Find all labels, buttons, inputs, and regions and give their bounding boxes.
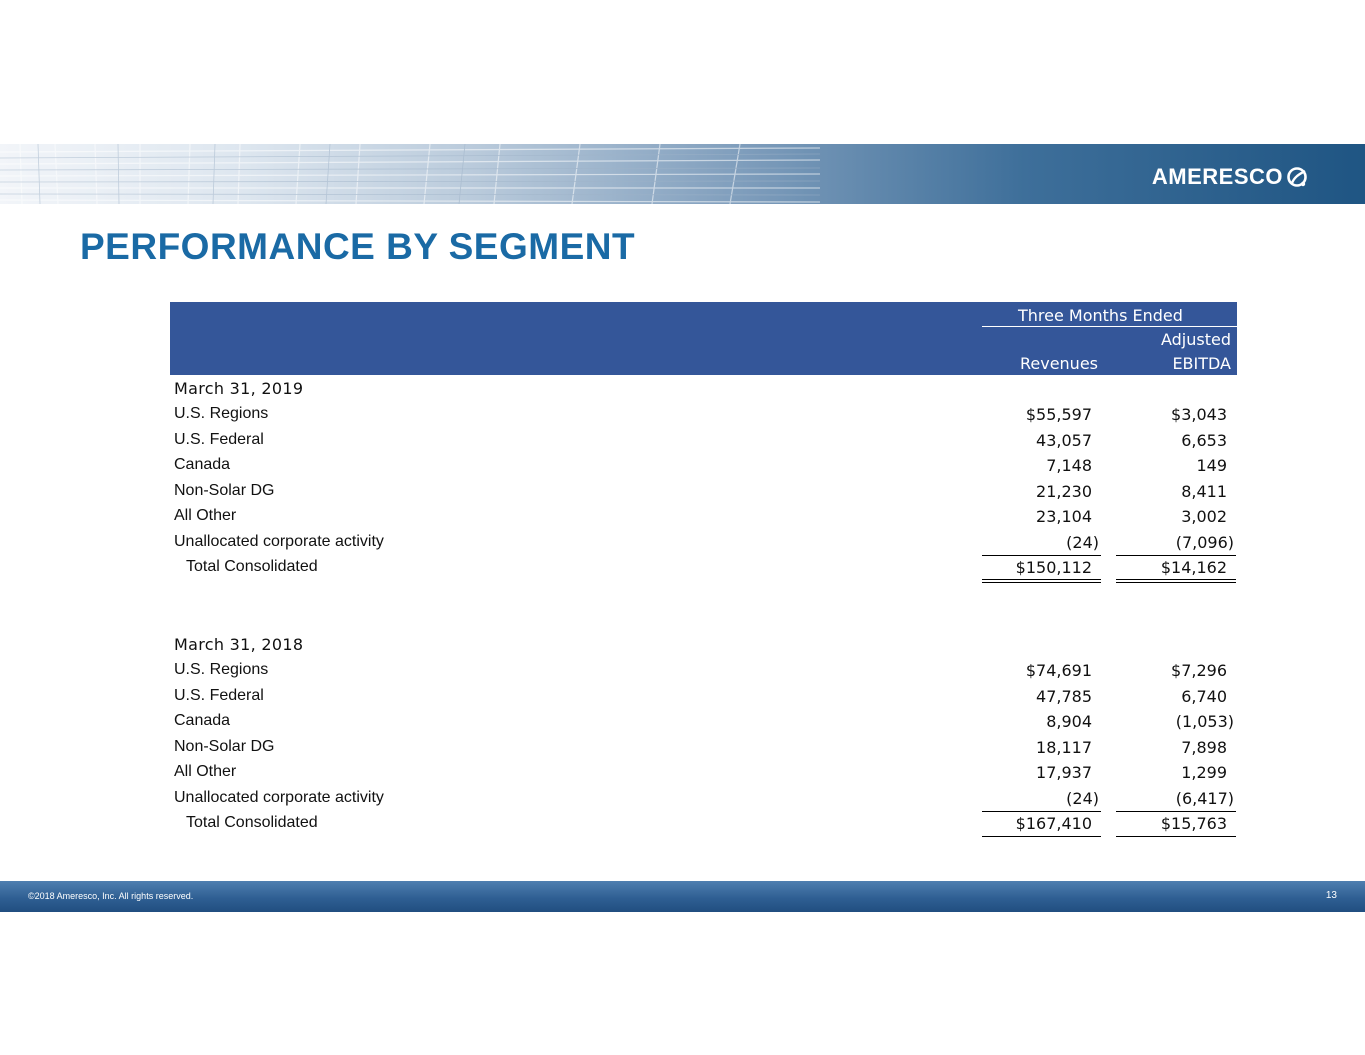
revenues-value: 8,904 bbox=[1046, 712, 1092, 731]
total-revenues-value: $150,112 bbox=[1015, 558, 1092, 577]
building-grid-graphic bbox=[0, 144, 820, 204]
segment-label: All Other bbox=[174, 507, 237, 524]
header-underline bbox=[982, 326, 1237, 327]
segment-label: Non-Solar DG bbox=[174, 482, 275, 499]
page-title: PERFORMANCE BY SEGMENT bbox=[80, 226, 636, 267]
globe-leaf-icon bbox=[1287, 167, 1307, 187]
segment-label: Unallocated corporate activity bbox=[174, 789, 384, 806]
total-label: Total Consolidated bbox=[186, 814, 318, 831]
revenues-value: (24) bbox=[1066, 533, 1099, 552]
subtotal-rule bbox=[982, 811, 1101, 812]
ebitda-value: 6,653 bbox=[1181, 431, 1227, 450]
subtotal-rule bbox=[982, 555, 1101, 556]
ebitda-value: 8,411 bbox=[1181, 482, 1227, 501]
segment-label: U.S. Federal bbox=[174, 687, 264, 704]
segment-label: All Other bbox=[174, 763, 237, 780]
header-banner: AMERESCO bbox=[0, 144, 1365, 204]
logo-text: AMERESCO bbox=[1151, 164, 1283, 189]
page-number: 13 bbox=[1325, 890, 1337, 901]
footer-bar: ©2018 Ameresco, Inc. All rights reserved… bbox=[0, 881, 1365, 912]
segment-label: Unallocated corporate activity bbox=[174, 533, 384, 550]
subtotal-rule bbox=[1116, 811, 1236, 812]
segment-label: Non-Solar DG bbox=[174, 738, 275, 755]
revenues-value: 17,937 bbox=[1036, 763, 1092, 782]
revenues-value: 21,230 bbox=[1036, 482, 1092, 501]
segment-label: Canada bbox=[174, 456, 231, 473]
section-label: March 31, 2018 bbox=[174, 635, 304, 654]
total-label: Total Consolidated bbox=[186, 558, 318, 575]
copyright-text: ©2018 Ameresco, Inc. All rights reserved… bbox=[28, 891, 194, 901]
revenues-value: $74,691 bbox=[1025, 661, 1092, 680]
ebitda-value: (7,096) bbox=[1175, 533, 1234, 552]
total-double-rule bbox=[1116, 582, 1236, 583]
period-header: Three Months Ended bbox=[1018, 306, 1183, 325]
ebitda-value: $7,296 bbox=[1171, 661, 1227, 680]
revenues-value: 18,117 bbox=[1036, 738, 1092, 757]
ebitda-value: 6,740 bbox=[1181, 687, 1227, 706]
ebitda-value: 149 bbox=[1196, 456, 1227, 475]
ameresco-logo: AMERESCO bbox=[1152, 164, 1309, 190]
total-double-rule bbox=[982, 579, 1101, 580]
revenues-value: 23,104 bbox=[1036, 507, 1092, 526]
total-rule bbox=[982, 836, 1101, 837]
ebitda-value: (6,417) bbox=[1175, 789, 1234, 808]
subtotal-rule bbox=[1116, 555, 1236, 556]
revenues-value: 43,057 bbox=[1036, 431, 1092, 450]
segment-label: U.S. Federal bbox=[174, 431, 264, 448]
ebitda-header-line2: EBITDA bbox=[1172, 354, 1231, 373]
total-revenues-value: $167,410 bbox=[1015, 814, 1092, 833]
ebitda-value: (1,053) bbox=[1175, 712, 1234, 731]
total-rule bbox=[1116, 836, 1236, 837]
ebitda-header-line1: Adjusted bbox=[1160, 330, 1231, 349]
ebitda-value: $3,043 bbox=[1171, 405, 1227, 424]
ebitda-value: 7,898 bbox=[1181, 738, 1227, 757]
table-header: Three Months Ended Adjusted Revenues EBI… bbox=[170, 302, 1237, 375]
total-double-rule bbox=[1116, 579, 1236, 580]
total-double-rule bbox=[982, 582, 1101, 583]
ebitda-value: 1,299 bbox=[1181, 763, 1227, 782]
revenues-header: Revenues bbox=[1019, 354, 1098, 373]
segment-label: Canada bbox=[174, 712, 231, 729]
total-ebitda-value: $15,763 bbox=[1160, 814, 1227, 833]
revenues-value: $55,597 bbox=[1025, 405, 1092, 424]
section-label: March 31, 2019 bbox=[174, 379, 304, 398]
revenues-value: 47,785 bbox=[1036, 687, 1092, 706]
revenues-value: (24) bbox=[1066, 789, 1099, 808]
total-ebitda-value: $14,162 bbox=[1160, 558, 1227, 577]
segment-label: U.S. Regions bbox=[174, 405, 269, 422]
ebitda-value: 3,002 bbox=[1181, 507, 1227, 526]
segment-label: U.S. Regions bbox=[174, 661, 269, 678]
revenues-value: 7,148 bbox=[1046, 456, 1092, 475]
